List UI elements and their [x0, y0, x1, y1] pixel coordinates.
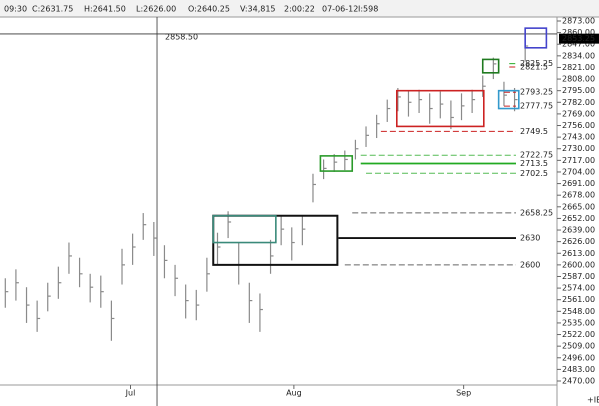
level-label: 2630	[520, 234, 540, 243]
zone-box	[319, 155, 354, 172]
y-tick-label: 2587.00	[562, 272, 595, 281]
header-field: C:2631.75	[32, 5, 73, 14]
level-label: 2825.25	[520, 59, 553, 68]
y-tick-label: 2522.00	[562, 330, 595, 339]
y-tick-label: 2600.00	[562, 260, 595, 269]
y-tick-label: 2496.00	[562, 353, 595, 362]
y-tick-label: 2782.00	[562, 98, 595, 107]
header-bar	[0, 0, 599, 17]
level-label: 2702.5	[520, 169, 548, 178]
y-tick-label: 2678.00	[562, 191, 595, 200]
x-tick-label: Aug	[286, 389, 302, 398]
crosshair-label: 2858.50	[165, 32, 198, 41]
level-label: 2658.25	[520, 208, 553, 217]
y-tick-label: 2743.00	[562, 133, 595, 142]
y-tick-label: 2873.00	[562, 17, 595, 26]
zone-box	[497, 89, 520, 110]
y-tick-label: 2665.00	[562, 202, 595, 211]
header-field: 2:00:22	[284, 5, 315, 14]
y-tick-label: 2639.00	[562, 226, 595, 235]
level-label: 2713.5	[520, 159, 548, 168]
y-tick-label: 2470.00	[562, 377, 595, 386]
y-tick-label: 2509.00	[562, 342, 595, 351]
y-tick-label: 2652.00	[562, 214, 595, 223]
last-price-box	[559, 33, 599, 44]
y-tick-label: 2821.00	[562, 63, 595, 72]
y-tick-label: 2756.00	[562, 121, 595, 130]
header-field: V:34,815	[240, 5, 276, 14]
header-field: L:2626.00	[136, 5, 176, 14]
y-tick-label: 2860.00	[562, 28, 595, 37]
y-tick-label: 2769.00	[562, 109, 595, 118]
header-field: O:2640.25	[188, 5, 230, 14]
y-tick-label: 2704.00	[562, 167, 595, 176]
y-tick-label: 2808.00	[562, 75, 595, 84]
zone-box	[395, 89, 485, 128]
header-field: I:598	[358, 5, 378, 14]
y-tick-label: 2561.00	[562, 295, 595, 304]
header-field: 07-06-12	[322, 5, 358, 14]
level-label: 2749.5	[520, 127, 548, 136]
y-tick-label: 2548.00	[562, 307, 595, 316]
y-tick-label: 2795.00	[562, 86, 595, 95]
y-tick-label: 2847.00	[562, 40, 595, 49]
y-tick-label: 2574.00	[562, 284, 595, 293]
footer-note: +IB	[587, 396, 599, 405]
header-field: 09:30	[4, 5, 27, 14]
last-price-label: 2853.25	[562, 34, 595, 43]
zone-box	[481, 58, 500, 74]
y-tick-label: 2717.00	[562, 156, 595, 165]
level-label: 2793.25	[520, 88, 553, 97]
y-tick-label: 2535.00	[562, 318, 595, 327]
header-field: H:2641.50	[84, 5, 126, 14]
y-tick-label: 2483.00	[562, 365, 595, 374]
level-label: 2600	[520, 260, 540, 269]
zone-box	[524, 27, 548, 49]
x-tick-label: Sep	[456, 389, 471, 398]
zone-box	[212, 214, 277, 244]
y-tick-label: 2626.00	[562, 237, 595, 246]
y-tick-label: 2834.00	[562, 51, 595, 60]
y-tick-label: 2730.00	[562, 144, 595, 153]
y-tick-label: 2613.00	[562, 249, 595, 258]
level-label: 2722.75	[520, 151, 553, 160]
y-tick-label: 2691.00	[562, 179, 595, 188]
level-label: 2821.5	[520, 63, 548, 72]
level-label: 2777.75	[520, 102, 553, 111]
x-tick-label: Jul	[125, 389, 136, 398]
